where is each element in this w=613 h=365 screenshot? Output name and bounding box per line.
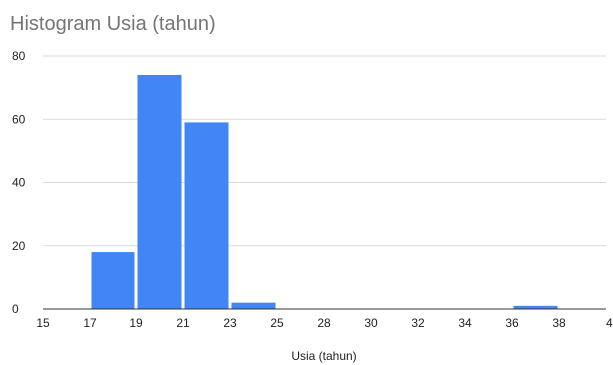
x-tick-label: 17 (83, 316, 97, 330)
x-tick-label: 15 (36, 316, 50, 330)
histogram-bar (231, 302, 276, 309)
x-tick-label: 38 (552, 316, 566, 330)
x-tick-label: 40 (606, 316, 613, 330)
x-tick-label: 19 (129, 316, 143, 330)
x-tick-label: 32 (411, 316, 425, 330)
x-tick-label: 36 (505, 316, 519, 330)
histogram-bar (137, 74, 182, 309)
x-axis-ticks: 15 17 19 21 23 25 28 30 32 34 36 38 40 (36, 316, 613, 330)
x-tick-label: 28 (317, 316, 331, 330)
x-tick-label: 21 (176, 316, 190, 330)
gridlines (43, 55, 606, 247)
y-tick-label: 80 (12, 49, 26, 63)
y-tick-label: 0 (12, 302, 19, 316)
x-tick-label: 30 (364, 316, 378, 330)
y-tick-label: 20 (12, 239, 26, 253)
bars (91, 74, 558, 309)
y-tick-label: 60 (12, 112, 26, 126)
chart-title: Histogram Usia (tahun) (10, 13, 216, 35)
x-tick-label: 34 (458, 316, 472, 330)
histogram-bar (513, 305, 558, 309)
y-axis-ticks: 0 20 40 60 80 (12, 49, 26, 316)
y-tick-label: 40 (12, 176, 26, 190)
x-tick-label: 23 (223, 316, 237, 330)
histogram-bar (91, 252, 135, 309)
histogram-bar (184, 122, 229, 309)
x-tick-label: 25 (270, 316, 284, 330)
x-axis-label: Usia (tahun) (291, 349, 356, 363)
